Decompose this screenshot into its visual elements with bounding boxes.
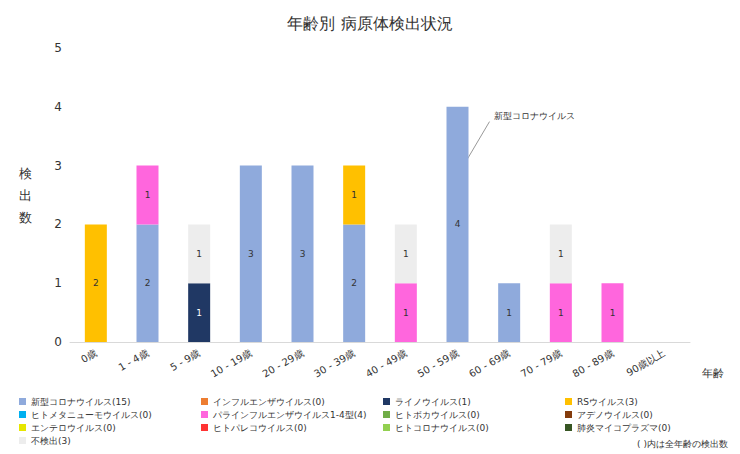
svg-text:30 - 39歳: 30 - 39歳 <box>312 347 357 379</box>
svg-text:1: 1 <box>403 308 409 318</box>
svg-text:1: 1 <box>506 308 512 318</box>
svg-text:3: 3 <box>300 249 306 259</box>
svg-text:ヒトコロナウイルス(0): ヒトコロナウイルス(0) <box>395 423 489 433</box>
svg-text:1 - 4歳: 1 - 4歳 <box>116 347 150 373</box>
svg-text:60 - 69歳: 60 - 69歳 <box>467 347 512 379</box>
svg-text:5 - 9歳: 5 - 9歳 <box>168 347 202 373</box>
svg-text:3: 3 <box>248 249 254 259</box>
svg-text:50 - 59歳: 50 - 59歳 <box>415 347 460 379</box>
svg-text:0: 0 <box>54 335 62 349</box>
svg-text:数: 数 <box>19 210 32 225</box>
svg-text:10 - 19歳: 10 - 19歳 <box>209 347 254 379</box>
svg-text:インフルエンザウイルス(0): インフルエンザウイルス(0) <box>213 397 325 407</box>
svg-text:1: 1 <box>558 308 564 318</box>
svg-text:2: 2 <box>93 278 99 288</box>
svg-text:年齢別 病原体検出状況: 年齢別 病原体検出状況 <box>287 14 452 33</box>
svg-text:80 - 89歳: 80 - 89歳 <box>570 347 615 379</box>
svg-text:1: 1 <box>403 249 409 259</box>
svg-text:ヒトパレコウイルス(0): ヒトパレコウイルス(0) <box>213 423 307 433</box>
svg-text:1: 1 <box>54 276 62 290</box>
svg-text:1: 1 <box>558 249 564 259</box>
svg-text:( )内は全年齢の検出数: ( )内は全年齢の検出数 <box>637 439 728 449</box>
svg-text:2: 2 <box>54 217 62 231</box>
svg-text:検: 検 <box>19 166 32 181</box>
svg-text:1: 1 <box>196 308 202 318</box>
svg-text:新型コロナウイルス(15): 新型コロナウイルス(15) <box>31 397 130 407</box>
svg-text:エンテロウイルス(0): エンテロウイルス(0) <box>31 423 116 433</box>
svg-text:4: 4 <box>455 219 461 229</box>
svg-text:年齢: 年齢 <box>702 367 724 380</box>
svg-text:ライノウイルス(1): ライノウイルス(1) <box>395 397 471 407</box>
svg-text:1: 1 <box>145 190 151 200</box>
svg-text:ヒトボカウイルス(0): ヒトボカウイルス(0) <box>395 410 480 420</box>
svg-text:1: 1 <box>610 308 616 318</box>
svg-text:40 - 49歳: 40 - 49歳 <box>364 347 409 379</box>
svg-text:出: 出 <box>19 188 32 203</box>
svg-text:1: 1 <box>196 249 202 259</box>
svg-text:2: 2 <box>351 278 357 288</box>
svg-text:5: 5 <box>54 41 62 55</box>
svg-text:2: 2 <box>145 278 151 288</box>
svg-text:アデノウイルス(0): アデノウイルス(0) <box>577 410 653 420</box>
svg-text:パラインフルエンザウイルス1-4型(4): パラインフルエンザウイルス1-4型(4) <box>212 410 366 420</box>
svg-text:不検出(3): 不検出(3) <box>31 436 71 446</box>
svg-text:3: 3 <box>54 159 62 173</box>
svg-text:90歳以上: 90歳以上 <box>624 347 666 378</box>
svg-text:新型コロナウイルス: 新型コロナウイルス <box>494 111 575 121</box>
svg-text:4: 4 <box>54 100 62 114</box>
svg-text:ヒトメタニューモウイルス(0): ヒトメタニューモウイルス(0) <box>31 410 152 420</box>
svg-text:70 - 79歳: 70 - 79歳 <box>519 347 564 379</box>
svg-text:1: 1 <box>351 190 357 200</box>
svg-text:肺炎マイコプラズマ(0): 肺炎マイコプラズマ(0) <box>577 423 671 433</box>
svg-text:20 - 29歳: 20 - 29歳 <box>260 347 305 379</box>
svg-text:RSウイルス(3): RSウイルス(3) <box>577 397 638 407</box>
svg-text:0歳: 0歳 <box>79 347 99 365</box>
